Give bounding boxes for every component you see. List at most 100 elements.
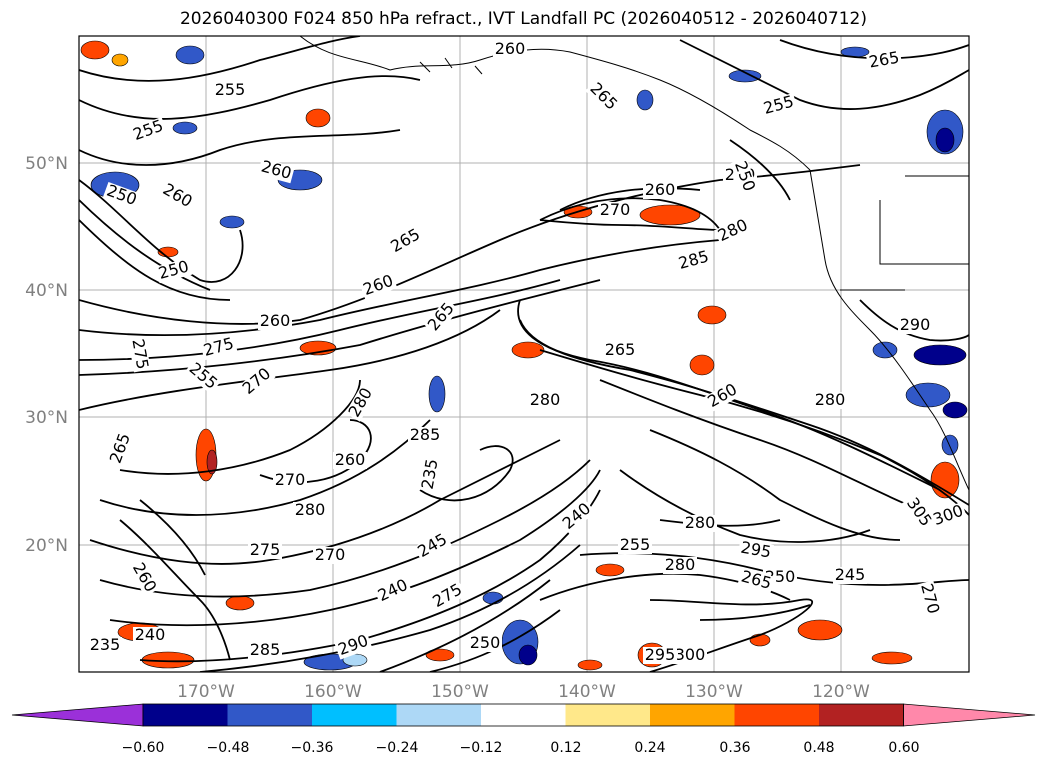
contour-label: 260: [260, 311, 291, 330]
contour-label: 300: [675, 645, 706, 664]
longitude-labels: 170°W 160°W 150°W 140°W 130°W 120°W: [177, 682, 870, 702]
contour-label: 255: [215, 80, 246, 99]
contour-label-bg: [155, 258, 193, 284]
contour-label-bg: [603, 342, 637, 359]
contour-label: 245: [835, 565, 866, 584]
contour-label: 280: [295, 500, 326, 519]
contour-label-bg: [313, 547, 347, 564]
contour-label: 260: [645, 180, 676, 199]
colorbar-tick: −0.48: [207, 740, 250, 756]
lat-label: 20°N: [25, 536, 68, 556]
colorbar-swatch: [227, 704, 312, 726]
contour-label-bg: [730, 157, 759, 196]
colorbar-tick-labels: −0.60 −0.48 −0.36 −0.24 −0.12 0.12 0.24 …: [122, 740, 920, 756]
contour-label-bg: [528, 392, 562, 409]
contour-label-bg: [663, 557, 697, 574]
colorbar: −0.60 −0.48 −0.36 −0.24 −0.12 0.12 0.24 …: [11, 703, 1036, 756]
colorbar-tick: −0.24: [376, 740, 419, 756]
colorbar-swatch: [734, 704, 819, 726]
map-frame: [78, 35, 970, 673]
lat-label: 50°N: [25, 154, 68, 174]
contour-label-bg: [683, 515, 717, 532]
contour-label-bg: [737, 568, 775, 594]
colorbar-swatch: [396, 704, 481, 726]
contour-label-bg: [643, 647, 677, 664]
contour-label-bg: [248, 542, 282, 559]
contour-label-bg: [345, 383, 377, 422]
colorbar-swatch: [143, 704, 228, 726]
contour-label: 255: [620, 535, 651, 554]
contour-label-bg: [424, 298, 459, 336]
ivt-shading: [80, 40, 968, 671]
contour-label-bg: [428, 580, 467, 612]
contour-label-bg: [129, 116, 168, 145]
contour-label: 270: [600, 200, 631, 219]
contour-label-bg: [133, 627, 167, 644]
contour-label-bg: [714, 216, 753, 246]
contour-label-bg: [200, 335, 238, 361]
contour-label: 240: [135, 625, 166, 644]
lon-label: 120°W: [812, 682, 870, 702]
contour-label-bg: [673, 647, 707, 664]
colorbar-tick: −0.36: [291, 740, 334, 756]
contour-label-bg: [558, 499, 596, 534]
lon-label: 140°W: [558, 682, 616, 702]
colorbar-swatch: [481, 704, 566, 726]
contour-label-bg: [675, 248, 713, 274]
colorbar-swatch: [565, 704, 650, 726]
contour-label: 285: [410, 425, 441, 444]
colorbar-tick: 0.60: [888, 740, 919, 756]
lat-label: 40°N: [25, 281, 68, 301]
contour-label-bg: [493, 41, 527, 58]
contour-label: 280: [685, 513, 716, 532]
lon-label: 170°W: [177, 682, 235, 702]
contour-label-bg: [213, 82, 247, 99]
contour-label: 265: [605, 340, 636, 359]
contour-label-bg: [916, 580, 942, 618]
contour-label: 260: [495, 39, 526, 58]
contour-label: 250: [470, 633, 501, 652]
contour-label: 295: [645, 645, 676, 664]
colorbar-tick: 0.36: [719, 740, 750, 756]
contour-label-bg: [158, 180, 197, 212]
contour-label-bg: [334, 631, 373, 660]
latitude-labels: 50°N 40°N 30°N 20°N: [25, 154, 68, 556]
contour-label-bg: [703, 380, 742, 412]
contour-label: 235: [90, 635, 121, 654]
contour-label-bg: [238, 364, 276, 399]
contour-label: 285: [250, 640, 281, 659]
contour-label-bg: [258, 313, 292, 330]
contour-label-bg: [128, 558, 160, 597]
contour-label-bg: [643, 182, 677, 199]
contour-label-bg: [813, 392, 847, 409]
colorbar-extend-low: [11, 703, 144, 727]
contour-label-bg: [386, 225, 425, 257]
contour-label-bg: [737, 539, 774, 562]
contour-label-bg: [128, 336, 151, 373]
contour-label-bg: [184, 359, 222, 394]
contour-label-bg: [293, 502, 327, 519]
contour-label-bg: [248, 642, 282, 659]
contour-label-bg: [359, 271, 398, 300]
colorbar-tick: 0.12: [550, 740, 581, 756]
contour-label-bg: [102, 181, 141, 210]
coastline: [299, 36, 969, 491]
contour-label-bg: [468, 635, 502, 652]
contour-label-bg: [408, 427, 442, 444]
contour-label-bg: [585, 78, 622, 115]
contour-label: 270: [315, 545, 346, 564]
contour-label-bg: [413, 530, 452, 562]
contour-label-bg: [374, 576, 413, 606]
colorbar-tick: 0.24: [634, 740, 665, 756]
contour-label-bg: [419, 456, 442, 493]
contour-label-bg: [106, 429, 135, 468]
lon-label: 150°W: [431, 682, 489, 702]
contour-label-bg: [866, 49, 903, 72]
contour-label: 280: [530, 390, 561, 409]
contour-label-bg: [598, 202, 632, 219]
contour-label-bg: [257, 158, 295, 184]
contour-label: 280: [815, 390, 846, 409]
contour-label: 270: [275, 470, 306, 489]
